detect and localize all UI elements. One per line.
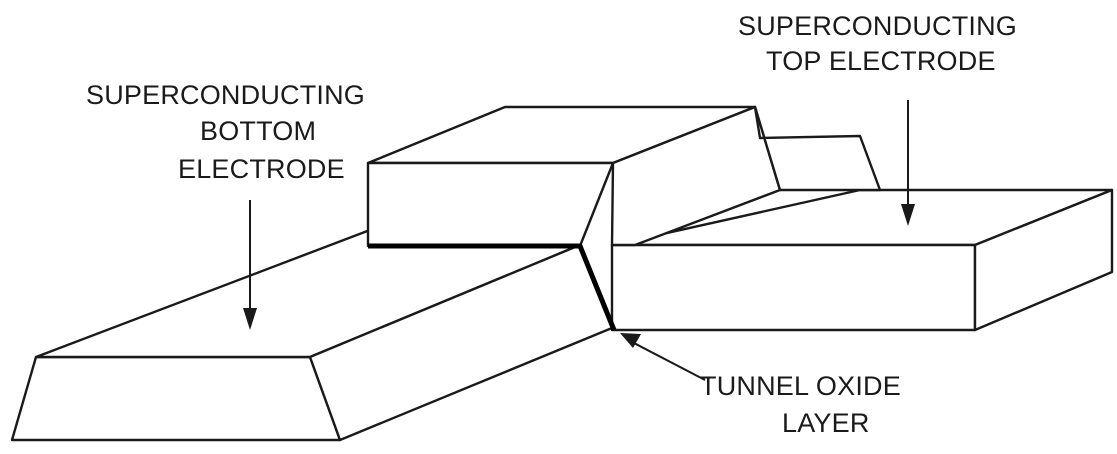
top-electrode-step-face <box>610 105 782 247</box>
bottom-electrode-arrow <box>243 200 257 330</box>
bottom-electrode <box>10 228 614 442</box>
bottom-electrode-label-line1: SUPERCONDUCTING <box>86 80 366 110</box>
tunnel-oxide-arrow <box>620 333 706 381</box>
top-electrode-raised-front-face <box>366 161 615 248</box>
top-electrode-label-line2: TOP ELECTRODE <box>766 46 996 76</box>
top-electrode-arrow <box>901 100 915 226</box>
tunnel-oxide-label-line2: LAYER <box>782 408 870 438</box>
top-electrode-back-ridge <box>753 105 882 192</box>
top-electrode-right-side-face <box>973 188 1114 332</box>
bottom-electrode-label-line3: ELECTRODE <box>178 154 345 184</box>
top-electrode-right-front-face <box>610 243 977 332</box>
top-electrode <box>366 105 1114 332</box>
top-electrode-label-line1: SUPERCONDUCTING <box>738 11 1018 41</box>
bottom-electrode-label-line2: BOTTOM <box>200 116 317 146</box>
bottom-electrode-left-face <box>10 355 342 442</box>
tunnel-oxide-layer <box>368 243 617 331</box>
tunnel-oxide-label-line1: TUNNEL OXIDE <box>700 371 901 401</box>
